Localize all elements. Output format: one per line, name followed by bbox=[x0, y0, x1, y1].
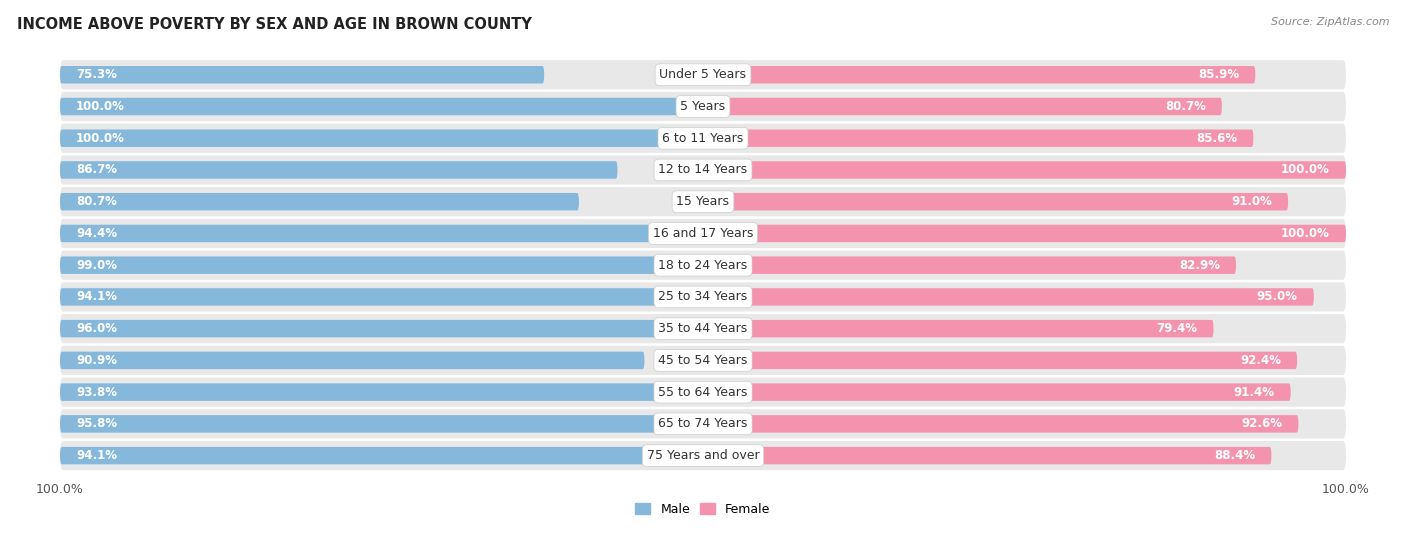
Legend: Male, Female: Male, Female bbox=[630, 498, 776, 520]
Text: 93.8%: 93.8% bbox=[76, 386, 117, 399]
Text: 92.4%: 92.4% bbox=[1240, 354, 1281, 367]
FancyBboxPatch shape bbox=[703, 193, 1288, 210]
Text: 85.6%: 85.6% bbox=[1197, 132, 1237, 145]
Text: 6 to 11 Years: 6 to 11 Years bbox=[662, 132, 744, 145]
Text: 75.3%: 75.3% bbox=[76, 68, 117, 81]
Text: 94.1%: 94.1% bbox=[76, 291, 117, 304]
Text: 94.4%: 94.4% bbox=[76, 227, 117, 240]
FancyBboxPatch shape bbox=[60, 193, 579, 210]
Text: INCOME ABOVE POVERTY BY SEX AND AGE IN BROWN COUNTY: INCOME ABOVE POVERTY BY SEX AND AGE IN B… bbox=[17, 17, 531, 32]
FancyBboxPatch shape bbox=[703, 288, 1313, 306]
FancyBboxPatch shape bbox=[703, 66, 1256, 83]
FancyBboxPatch shape bbox=[60, 130, 703, 147]
FancyBboxPatch shape bbox=[703, 415, 1298, 433]
Text: 5 Years: 5 Years bbox=[681, 100, 725, 113]
Text: 91.4%: 91.4% bbox=[1233, 386, 1275, 399]
FancyBboxPatch shape bbox=[703, 447, 1271, 465]
Text: 35 to 44 Years: 35 to 44 Years bbox=[658, 322, 748, 335]
Text: 15 Years: 15 Years bbox=[676, 195, 730, 208]
FancyBboxPatch shape bbox=[60, 346, 1346, 375]
FancyBboxPatch shape bbox=[703, 130, 1253, 147]
FancyBboxPatch shape bbox=[60, 225, 666, 242]
FancyBboxPatch shape bbox=[703, 225, 1346, 242]
FancyBboxPatch shape bbox=[60, 98, 703, 115]
FancyBboxPatch shape bbox=[60, 352, 644, 369]
FancyBboxPatch shape bbox=[60, 377, 1346, 407]
FancyBboxPatch shape bbox=[60, 288, 665, 306]
Text: 18 to 24 Years: 18 to 24 Years bbox=[658, 259, 748, 272]
Text: 65 to 74 Years: 65 to 74 Years bbox=[658, 418, 748, 430]
Text: 80.7%: 80.7% bbox=[1166, 100, 1206, 113]
Text: 90.9%: 90.9% bbox=[76, 354, 117, 367]
FancyBboxPatch shape bbox=[703, 383, 1291, 401]
FancyBboxPatch shape bbox=[60, 441, 1346, 470]
Text: 92.6%: 92.6% bbox=[1241, 418, 1282, 430]
FancyBboxPatch shape bbox=[60, 314, 1346, 343]
Text: 25 to 34 Years: 25 to 34 Years bbox=[658, 291, 748, 304]
Text: Under 5 Years: Under 5 Years bbox=[659, 68, 747, 81]
FancyBboxPatch shape bbox=[60, 257, 696, 274]
FancyBboxPatch shape bbox=[703, 257, 1236, 274]
Text: 96.0%: 96.0% bbox=[76, 322, 117, 335]
Text: 80.7%: 80.7% bbox=[76, 195, 117, 208]
FancyBboxPatch shape bbox=[60, 60, 1346, 89]
Text: 88.4%: 88.4% bbox=[1215, 449, 1256, 462]
Text: 85.9%: 85.9% bbox=[1198, 68, 1239, 81]
FancyBboxPatch shape bbox=[60, 155, 1346, 184]
FancyBboxPatch shape bbox=[60, 447, 665, 465]
Text: 45 to 54 Years: 45 to 54 Years bbox=[658, 354, 748, 367]
FancyBboxPatch shape bbox=[703, 98, 1222, 115]
Text: 91.0%: 91.0% bbox=[1232, 195, 1272, 208]
Text: 100.0%: 100.0% bbox=[1281, 227, 1330, 240]
FancyBboxPatch shape bbox=[60, 66, 544, 83]
Text: 55 to 64 Years: 55 to 64 Years bbox=[658, 386, 748, 399]
Text: 100.0%: 100.0% bbox=[76, 132, 125, 145]
Text: 79.4%: 79.4% bbox=[1157, 322, 1198, 335]
FancyBboxPatch shape bbox=[60, 383, 664, 401]
Text: 95.8%: 95.8% bbox=[76, 418, 117, 430]
Text: 12 to 14 Years: 12 to 14 Years bbox=[658, 163, 748, 177]
Text: 86.7%: 86.7% bbox=[76, 163, 117, 177]
FancyBboxPatch shape bbox=[60, 161, 617, 179]
FancyBboxPatch shape bbox=[60, 415, 676, 433]
Text: Source: ZipAtlas.com: Source: ZipAtlas.com bbox=[1271, 17, 1389, 27]
FancyBboxPatch shape bbox=[703, 161, 1346, 179]
FancyBboxPatch shape bbox=[60, 219, 1346, 248]
FancyBboxPatch shape bbox=[703, 320, 1213, 338]
Text: 100.0%: 100.0% bbox=[1281, 163, 1330, 177]
FancyBboxPatch shape bbox=[703, 352, 1298, 369]
Text: 95.0%: 95.0% bbox=[1257, 291, 1298, 304]
FancyBboxPatch shape bbox=[60, 92, 1346, 121]
Text: 94.1%: 94.1% bbox=[76, 449, 117, 462]
Text: 75 Years and over: 75 Years and over bbox=[647, 449, 759, 462]
Text: 100.0%: 100.0% bbox=[76, 100, 125, 113]
Text: 99.0%: 99.0% bbox=[76, 259, 117, 272]
Text: 82.9%: 82.9% bbox=[1180, 259, 1220, 272]
Text: 16 and 17 Years: 16 and 17 Years bbox=[652, 227, 754, 240]
FancyBboxPatch shape bbox=[60, 250, 1346, 280]
FancyBboxPatch shape bbox=[60, 124, 1346, 153]
FancyBboxPatch shape bbox=[60, 409, 1346, 438]
FancyBboxPatch shape bbox=[60, 187, 1346, 216]
FancyBboxPatch shape bbox=[60, 320, 678, 338]
FancyBboxPatch shape bbox=[60, 282, 1346, 311]
